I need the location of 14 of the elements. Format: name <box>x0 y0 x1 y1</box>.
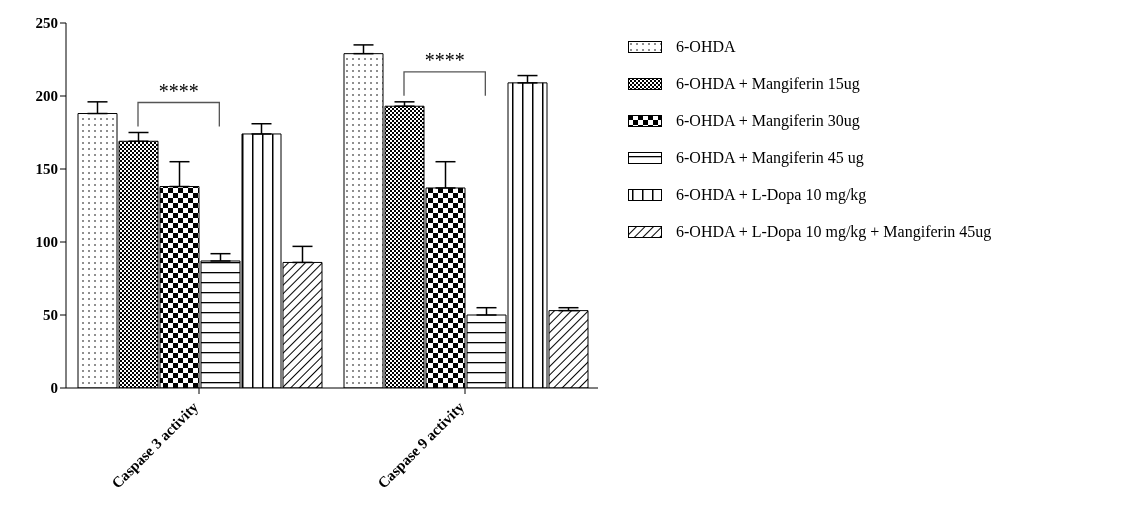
legend-label: 6-OHDA + Mangiferin 15ug <box>676 74 860 93</box>
y-tick-label: 50 <box>43 307 58 324</box>
y-tick-label: 200 <box>35 88 58 105</box>
legend-label: 6-OHDA + Mangiferin 45 ug <box>676 148 864 167</box>
y-tick-label: 0 <box>50 380 58 397</box>
legend-label: 6-OHDA <box>676 37 736 56</box>
y-tick-label: 250 <box>35 15 58 32</box>
y-tick-label: 150 <box>35 161 58 178</box>
annotation: **** <box>158 79 199 102</box>
legend-label: 6-OHDA + L-Dopa 10 mg/kg + Mangiferin 45ug <box>676 222 992 241</box>
legend-label: 6-OHDA + Mangiferin 30ug <box>676 111 860 130</box>
y-tick-label: 100 <box>35 234 58 251</box>
annotation: **** <box>424 48 465 71</box>
legend-label: 6-OHDA + L-Dopa 10 mg/kg <box>676 185 867 204</box>
